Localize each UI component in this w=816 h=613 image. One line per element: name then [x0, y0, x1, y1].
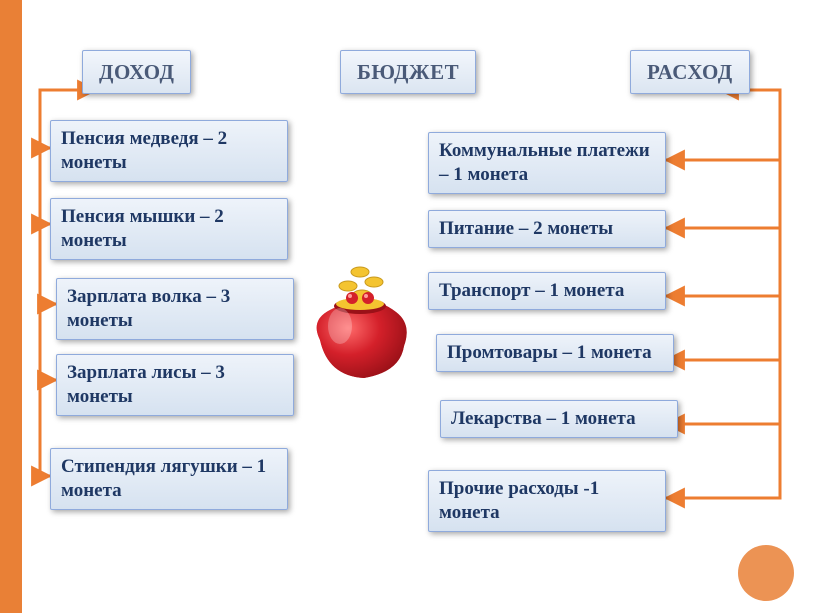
expense-item: Транспорт – 1 монета: [428, 272, 666, 310]
expense-item: Промтовары – 1 монета: [436, 334, 674, 372]
expense-item: Лекарства – 1 монета: [440, 400, 678, 438]
income-item: Пенсия медведя – 2 монеты: [50, 120, 288, 182]
left-accent-stripe: [0, 0, 22, 613]
header-expense: РАСХОД: [630, 50, 750, 94]
income-item: Зарплата волка – 3 монеты: [56, 278, 294, 340]
expense-item: Прочие расходы -1 монета: [428, 470, 666, 532]
income-item: Стипендия лягушки – 1 монета: [50, 448, 288, 510]
income-item: Зарплата лисы – 3 монеты: [56, 354, 294, 416]
expense-item: Питание – 2 монеты: [428, 210, 666, 248]
expense-item: Коммунальные платежи – 1 монета: [428, 132, 666, 194]
header-budget: БЮДЖЕТ: [340, 50, 476, 94]
header-income: ДОХОД: [82, 50, 191, 94]
purse-icon: [300, 260, 420, 390]
corner-circle-accent: [738, 545, 794, 601]
income-item: Пенсия мышки – 2 монеты: [50, 198, 288, 260]
